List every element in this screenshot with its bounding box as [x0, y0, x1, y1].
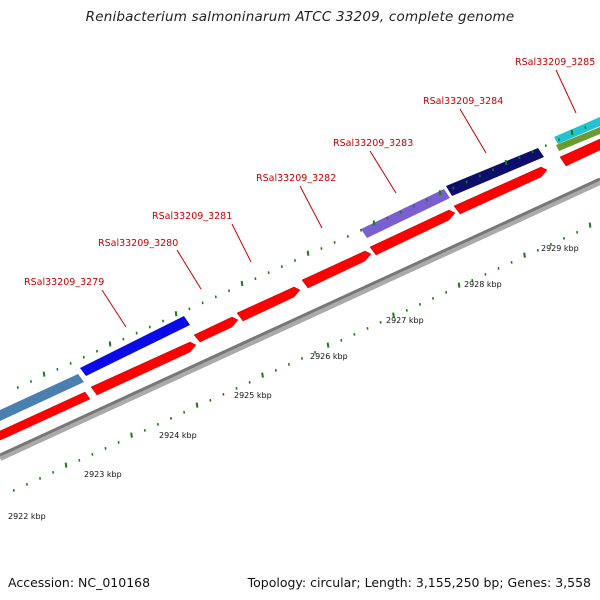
scale-tick-mark — [392, 312, 395, 318]
scale-tick-mark — [326, 342, 330, 348]
backbone — [0, 177, 600, 457]
gene-label[interactable]: RSal33209_3282 — [256, 173, 336, 184]
leader-line — [176, 249, 202, 290]
scale-label: 2926 kbp — [310, 352, 348, 361]
scale-tick-mark — [588, 222, 592, 228]
gene-label[interactable]: RSal33209_3283 — [333, 138, 413, 149]
cds-track — [0, 138, 600, 441]
scale-label: 2923 kbp — [84, 470, 122, 479]
function-bar-3285-b[interactable] — [556, 127, 600, 151]
cds-arrow-3285[interactable] — [559, 138, 600, 167]
top-tick-mark — [240, 280, 244, 287]
scale-label: 2929 kbp — [541, 244, 579, 253]
top-tick-mark — [372, 220, 376, 226]
scale-tick-mark — [64, 462, 68, 468]
backbone-shadow — [0, 179, 600, 461]
scale-labels: 2922 kbp 2923 kbp 2924 kbp 2925 kbp 2926 kbp… — [8, 244, 579, 521]
cds-arrow-3279[interactable] — [90, 341, 197, 396]
scale-label: 2924 kbp — [159, 431, 197, 440]
leader-line — [231, 223, 252, 263]
label-leader-lines — [101, 69, 577, 328]
top-tick-mark — [570, 129, 574, 135]
scale-label: 2922 kbp — [8, 512, 46, 521]
genome-stats-text: Topology: circular; Length: 3,155,250 bp… — [247, 575, 591, 590]
cds-arrow-3283[interactable] — [369, 209, 456, 256]
scale-tick-mark — [261, 372, 264, 378]
cds-arrow-3284[interactable] — [453, 166, 548, 215]
gene-label[interactable]: RSal33209_3281 — [152, 211, 232, 222]
scale-tick-mark — [457, 282, 461, 288]
gene-labels: RSal33209_3279 RSal33209_3280 RSal33209_32… — [24, 57, 595, 288]
scale-label: 2925 kbp — [234, 391, 272, 400]
scale-label: 2928 kbp — [464, 280, 502, 289]
function-bar-3279[interactable] — [80, 316, 190, 376]
map-title: Renibacterium salmoninarum ATCC 33209, c… — [85, 9, 515, 25]
scale-tick-mark — [523, 252, 526, 258]
top-tick-mark — [438, 190, 442, 196]
top-tick-mark — [306, 250, 310, 256]
gene-label[interactable]: RSal33209_3285 — [515, 57, 595, 68]
cds-arrow-3281[interactable] — [236, 286, 301, 322]
leader-line — [101, 289, 127, 328]
cds-arrow-3282[interactable] — [301, 250, 372, 289]
scale-tick-marks — [12, 222, 592, 492]
top-tick-mark — [174, 311, 178, 317]
top-tick-mark — [42, 371, 46, 377]
cds-arrow-3278[interactable] — [0, 391, 91, 441]
function-bar-3278[interactable] — [0, 374, 84, 421]
function-bar-3284[interactable] — [446, 148, 544, 196]
top-tick-marks — [16, 126, 587, 389]
scale-tick-mark — [195, 402, 199, 408]
function-track — [0, 117, 600, 421]
gene-label[interactable]: RSal33209_3279 — [24, 277, 104, 288]
accession-text: Accession: NC_010168 — [8, 575, 151, 590]
leader-line — [459, 108, 487, 154]
scale-tick-mark — [130, 432, 133, 438]
scale-label: 2927 kbp — [386, 316, 424, 325]
leader-line — [555, 69, 577, 114]
top-tick-mark — [108, 341, 112, 347]
cds-arrow-3280[interactable] — [193, 316, 239, 343]
top-tick-mark — [504, 159, 508, 166]
gene-label[interactable]: RSal33209_3280 — [98, 238, 178, 249]
gene-label[interactable]: RSal33209_3284 — [423, 96, 503, 107]
leader-line — [299, 185, 323, 229]
function-bar-3285-a[interactable] — [554, 117, 600, 144]
leader-line — [369, 150, 397, 194]
